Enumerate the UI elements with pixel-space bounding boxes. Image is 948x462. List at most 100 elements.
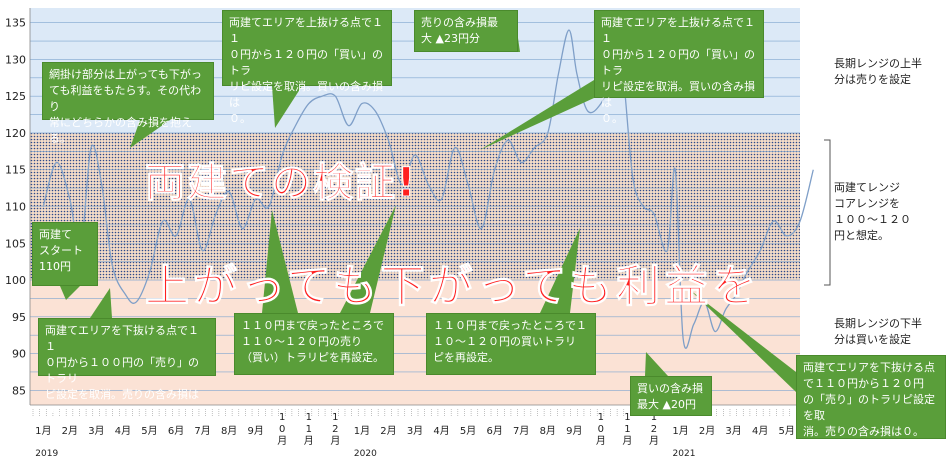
callout-start: 両建てスタート 110円 [32, 222, 98, 286]
sidenote-text-line: 長期レンジの下半 [834, 317, 922, 330]
price-series-line [42, 29, 814, 349]
x-tick-label: 1 [306, 424, 312, 435]
callout-text-line: 110円 [39, 260, 71, 273]
callout-maxsell: 売りの含み損最大 ▲23円分 [414, 10, 518, 52]
x-tick-label: 4月 [433, 425, 449, 437]
callout-pointers [60, 38, 831, 392]
callout-amihake: 網掛け部分は上がっても下がっても利益をもたらす。その代わり 常にどちらかの含み損を… [42, 62, 214, 145]
callout-upbreak1: 両建てエリアを上抜ける点で１１ ０円から１２０円の「買い」のトラ リピ設定を取消。買… [222, 10, 392, 125]
x-tick-label: 4月 [752, 425, 768, 437]
x-tick-label: 2 [651, 424, 657, 435]
x-tick-label: 1 [624, 412, 630, 423]
callout-pointer [340, 205, 396, 313]
y-tick-label: 90 [12, 348, 26, 361]
core-range-bracket [824, 139, 831, 286]
callout-pointer [272, 86, 302, 128]
sidenote-text-line: 分は買いを設定 [834, 333, 911, 346]
y-axis-ticks: 85 90 95 100 105 110 115 120 125 130 135 [5, 17, 26, 398]
callout-upbreak2: 両建てエリアを上抜ける点で１１ ０円から１２０円の「買い」のトラ リピ設定を取消。買… [594, 10, 764, 125]
y-tick-label: 100 [5, 274, 26, 287]
callout-text-line: 売りの含み損最 [421, 16, 498, 29]
x-tick-label: 2月 [62, 425, 78, 437]
callout-text-line: ０円から１２０円の「買い」のトラ [601, 48, 755, 77]
y-tick-label: 125 [5, 90, 26, 103]
x-tick-label: 1月 [672, 425, 688, 437]
x-tick-label: 4月 [115, 425, 131, 437]
callout-text-line: ０。 [601, 112, 623, 125]
x-tick-label: 3月 [88, 425, 104, 437]
callout-downbreak1: 両建てエリアを下抜ける点で１１ ０円から１００円の「売り」のトラリ ピ設定を取消。売… [38, 318, 216, 417]
y-tick-label: 105 [5, 237, 26, 250]
sidenote-lower: 長期レンジの下半 分は買いを設定 [834, 316, 944, 348]
callout-text-line: スタート [39, 244, 83, 257]
x-tick-label: 6月 [168, 425, 184, 437]
callout-back2: １１０円まで戻ったところで１ １０～１２０円の買いトラリ ピを再設定。 [426, 313, 596, 375]
year-label: 2019 [35, 449, 58, 459]
callout-text-line: １１０円まで戻ったところで [241, 319, 384, 332]
sidenote-text-line: １００～１２０ [834, 213, 911, 226]
callout-pointer [480, 80, 594, 150]
y-tick-label: 120 [5, 127, 26, 140]
callout-text-line: 大 ▲23円分 [421, 32, 480, 45]
callout-text-line: （買い）トラリピを再設定。 [241, 351, 384, 364]
year-label: 2020 [354, 449, 377, 459]
x-tick-label: 月 [277, 435, 287, 447]
callout-text-line: リピ設定を取消。買いの含み損は [601, 80, 755, 109]
sidenote-text-line: 両建てレンジ [834, 181, 900, 194]
callout-pointer [90, 288, 112, 318]
x-tick-label: 月 [304, 435, 314, 447]
x-tick-label: 1 [598, 412, 604, 423]
title-line-1: 両建ての検証! [144, 160, 418, 207]
y-tick-label: 135 [5, 17, 26, 30]
callout-text-line: で１１０円から１２０円 [803, 377, 924, 390]
x-tick-label: 9月 [248, 425, 264, 437]
x-tick-label: 0 [598, 424, 604, 435]
x-tick-label: 月 [649, 435, 659, 447]
title-line-2: 上がっても下がっても利益を [144, 261, 761, 313]
callout-maxbuy: 買いの含み損 最大 ▲20円 [630, 376, 712, 416]
callout-text-line: 両建てエリアを上抜ける点で１１ [229, 16, 383, 45]
y-tick-label: 115 [5, 164, 26, 177]
callout-downbreak2: 両建てエリアを下抜ける点 で１１０円から１２０円の「売り」のトラリピ設定を取消。売… [796, 355, 946, 439]
x-tick-label: 8月 [540, 425, 556, 437]
sidenote-text-line: コアレンジを [834, 197, 900, 210]
callout-text-line: ピ設定を取消。売りの含み損は０。 [45, 388, 199, 417]
callout-pointer [540, 228, 580, 313]
callout-text-line: ても利益をもたらす。その代わり [49, 84, 202, 113]
callout-text-line: １１０円まで戻ったところで１ [433, 319, 587, 332]
x-tick-label: 1月 [354, 425, 370, 437]
sidenote-text-line: 分は売りを設定 [834, 73, 911, 86]
callout-pointer [130, 120, 170, 148]
callout-text-line: 両建てエリアを下抜ける点 [803, 361, 935, 374]
x-tick-label: 5月 [141, 425, 157, 437]
callout-text-line: リピ設定を取消。買いの含み損は [229, 80, 383, 109]
x-tick-label: 月 [622, 435, 632, 447]
sidenote-upper: 長期レンジの上半 分は売りを設定 [834, 56, 944, 88]
x-tick-label: 1 [279, 412, 285, 423]
x-tick-label: 2 [332, 424, 338, 435]
x-tick-label: 月 [330, 435, 340, 447]
callout-text-line: 買いの含み損 [637, 382, 703, 395]
x-tick-label: 2月 [380, 425, 396, 437]
callout-text-line: 消。売りの含み損は０。 [803, 425, 924, 438]
x-tick-label: 7月 [194, 425, 210, 437]
callout-text-line: の「売り」のトラリピ設定を取 [803, 393, 935, 422]
callout-text-line: 網掛け部分は上がっても下がっ [49, 68, 202, 81]
callout-text-line: 両建て [39, 228, 72, 241]
year-label: 2021 [673, 449, 696, 459]
callout-text-line: 常にどちらかの含み損を抱える。 [49, 116, 192, 145]
callout-text-line: ピを再設定。 [433, 351, 499, 364]
callout-pointer [60, 286, 80, 300]
callout-text-line: １１０～１２０円の売り [241, 335, 362, 348]
x-tick-label: 1 [306, 412, 312, 423]
x-tick-label: 0 [279, 424, 285, 435]
sidenote-text-line: 長期レンジの上半 [834, 57, 922, 70]
x-tick-label: 7月 [513, 425, 529, 437]
callout-text-line: ０円から１００円の「売り」のトラリ [45, 356, 199, 385]
x-tick-label: 1 [332, 412, 338, 423]
x-tick-label: 6月 [486, 425, 502, 437]
x-tick-label: 2月 [699, 425, 715, 437]
callout-text-line: 両建てエリアを下抜ける点で１１ [45, 324, 199, 353]
